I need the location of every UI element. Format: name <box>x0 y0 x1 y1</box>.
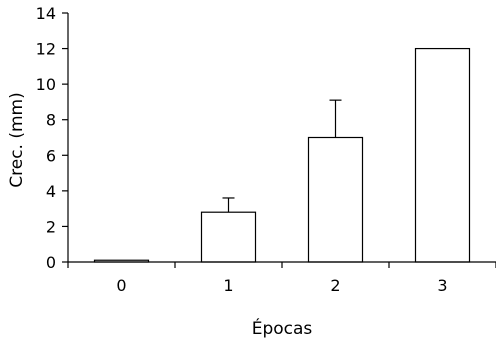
bar-3 <box>414 47 471 263</box>
y-tick-label-4: 4 <box>46 182 56 201</box>
y-tick-label-6: 6 <box>46 146 56 165</box>
x-tick-label-2: 2 <box>330 276 340 295</box>
x-tick-label-0: 0 <box>116 276 126 295</box>
y-axis-title: Crec. (mm) <box>7 92 27 187</box>
y-tick-label-8: 8 <box>46 111 56 130</box>
y-tick-label-12: 12 <box>36 40 56 59</box>
y-tick-label-0: 0 <box>46 253 56 272</box>
error-bars-layer <box>222 99 342 213</box>
y-tick-label-14: 14 <box>36 4 56 23</box>
bar-2 <box>307 136 364 263</box>
bars-layer <box>93 47 471 263</box>
bar-1 <box>200 211 257 263</box>
y-tick-label-10: 10 <box>36 75 56 94</box>
y-tick-label-2: 2 <box>46 217 56 236</box>
x-tick-label-1: 1 <box>223 276 233 295</box>
x-tick-label-3: 3 <box>437 276 447 295</box>
axes-layer <box>62 12 496 268</box>
x-axis-title: Épocas <box>252 317 313 339</box>
